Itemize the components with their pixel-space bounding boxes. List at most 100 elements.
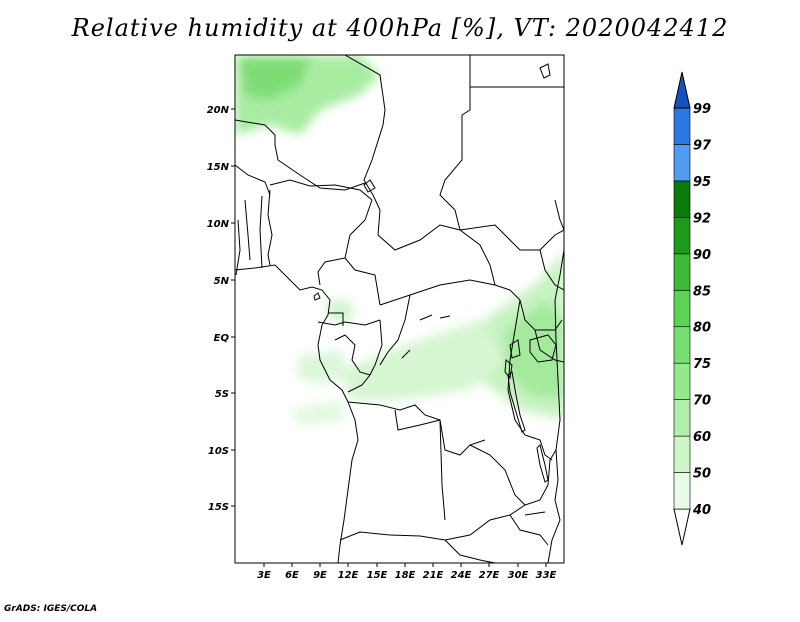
lon-axis: 3E 6E 9E 12E 15E 18E 21E 24E 27E 30E 33E — [257, 563, 557, 581]
border-botswana — [444, 539, 496, 563]
border-angola-drc — [394, 409, 486, 456]
colorbar-level-label: 60 — [693, 430, 711, 445]
border-tanzania — [524, 434, 553, 461]
border-eq-guinea — [328, 312, 344, 326]
chart-title: Relative humidity at 400hPa [%], VT: 202… — [71, 14, 729, 42]
lake-victoria — [529, 334, 557, 363]
colorbar-segment — [673, 472, 691, 510]
coastline-west-africa — [235, 264, 359, 563]
border-drc-north — [379, 294, 411, 366]
border-zimbabwe — [509, 514, 549, 546]
colorbar-segment — [673, 326, 691, 364]
colorbar-level-label: 80 — [693, 321, 711, 336]
border-benin — [259, 195, 263, 269]
lat-label: 5S — [215, 389, 229, 400]
colorbar-level-label: 90 — [693, 248, 711, 263]
shade-congo-basin — [340, 320, 505, 400]
lon-label: 33E — [536, 570, 557, 581]
border-chad-car — [377, 209, 496, 286]
lake-albert — [509, 339, 521, 359]
border-sudan-east — [554, 199, 564, 231]
lat-label: 15S — [208, 502, 229, 513]
lon-label: 24E — [451, 570, 472, 581]
lat-label: 5N — [214, 276, 230, 287]
bioko-island — [313, 292, 321, 301]
colorbar-segment — [673, 253, 691, 291]
border-sudan-south — [459, 224, 564, 251]
lon-label: 18E — [395, 570, 416, 581]
border-kenya — [534, 329, 564, 363]
lake-tanganyika — [507, 371, 526, 433]
border-zambia-north — [469, 444, 526, 506]
colorbar-level-label: 95 — [693, 175, 711, 190]
lon-label: 12E — [338, 570, 359, 581]
shade-atlantic — [290, 400, 345, 425]
lon-label: 30E — [508, 570, 529, 581]
border-nigeria-west — [267, 189, 273, 266]
border-ethiopia — [539, 249, 564, 291]
border-drc-east — [507, 299, 526, 436]
colorbar-segment — [673, 144, 691, 182]
colorbar-level-label: 70 — [693, 394, 711, 409]
border-car-south — [379, 279, 521, 306]
colorbar-level-label: 40 — [692, 503, 711, 518]
border-congo-drc — [347, 319, 383, 393]
lon-label: 15E — [367, 570, 388, 581]
lat-label: 15N — [207, 162, 230, 173]
border-angola-namibia — [339, 531, 446, 541]
lon-label: 27E — [479, 570, 500, 581]
border-zambia-south — [444, 504, 526, 541]
colorbar-low-triangle — [673, 508, 691, 546]
lat-label: 10N — [207, 219, 230, 230]
border-mozambique — [524, 449, 557, 506]
border-nigeria-north — [269, 179, 373, 201]
lake-malawi — [536, 444, 549, 483]
map-boundaries — [235, 55, 564, 563]
border-cameroon-gabon — [317, 319, 381, 326]
colorbar-high-triangle — [673, 71, 691, 109]
river-fragment-3 — [401, 349, 411, 359]
colorbar-segment — [673, 107, 691, 145]
credit-text: GrADS: IGES/COLA — [4, 604, 98, 614]
colorbar-segment — [673, 289, 691, 328]
shade-great-lakes — [505, 300, 564, 400]
colorbar-segment — [673, 362, 691, 400]
border-algeria-niger — [235, 119, 366, 191]
border-cameroon-car — [344, 257, 381, 306]
border-sudan-egypt — [439, 55, 471, 231]
colorbar-level-label: 97 — [693, 138, 712, 153]
colorbar-level-label: 75 — [693, 357, 711, 372]
colorbar-segment — [673, 217, 691, 255]
lat-label: 20N — [207, 105, 230, 116]
colorbar-level-label: 85 — [693, 284, 711, 299]
lon-label: 6E — [285, 570, 299, 581]
colorbar: 40 50 60 70 75 80 85 90 92 95 97 99 — [673, 71, 712, 546]
colorbar-labels: 40 50 60 70 75 80 85 90 92 95 97 99 — [692, 102, 712, 518]
colorbar-segment — [673, 180, 691, 218]
humidity-shading — [235, 55, 564, 425]
map-frame — [234, 54, 565, 564]
lake-chad — [363, 179, 376, 193]
colorbar-level-label: 92 — [693, 211, 711, 226]
shade-cameroon — [325, 300, 355, 322]
lon-label: 3E — [257, 570, 271, 581]
border-ghana — [244, 199, 251, 261]
border-mali — [235, 164, 271, 196]
border-libya-chad — [344, 55, 386, 211]
lat-label: 10S — [208, 446, 229, 457]
lat-label: EQ — [214, 333, 230, 344]
shade-sahara-core — [240, 58, 310, 100]
border-gabon-congo — [334, 334, 371, 376]
sinai-fragment — [539, 63, 551, 79]
colorbar-segment — [673, 399, 691, 437]
border-ivory — [235, 219, 241, 276]
coastline-east-africa — [547, 249, 564, 563]
lake-kivu — [504, 359, 513, 380]
colorbar-level-label: 99 — [693, 102, 711, 117]
border-angola-north — [347, 401, 441, 421]
colorbar-level-label: 50 — [693, 467, 711, 482]
border-angola-zambia — [439, 419, 446, 521]
colorbar-segment — [673, 435, 691, 473]
